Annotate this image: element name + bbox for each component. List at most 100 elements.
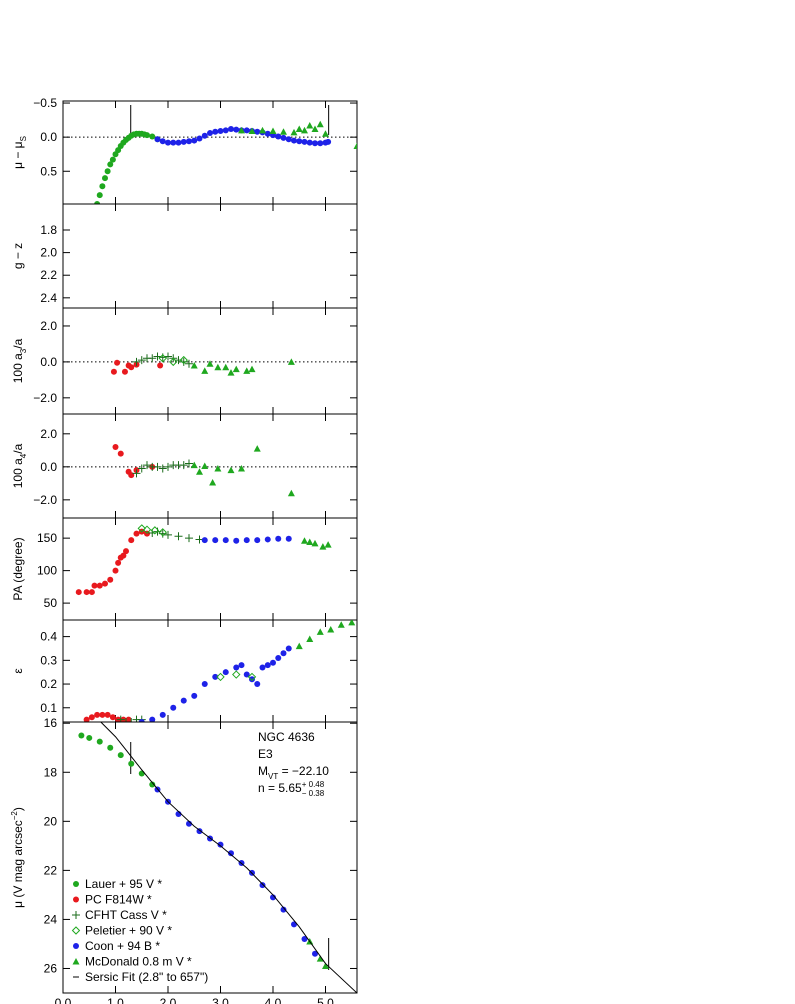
point — [275, 535, 282, 542]
point — [110, 368, 117, 375]
point — [319, 543, 327, 550]
point — [232, 365, 240, 373]
point — [125, 716, 132, 722]
point — [206, 360, 214, 367]
y-tick-label: 0.4 — [40, 630, 57, 644]
point — [207, 130, 213, 137]
point — [280, 650, 287, 657]
point — [243, 671, 250, 678]
point — [306, 139, 313, 146]
point — [254, 681, 261, 688]
point — [325, 138, 332, 145]
point — [83, 589, 90, 596]
point — [179, 461, 188, 470]
point — [287, 358, 295, 365]
point — [280, 128, 287, 135]
point — [150, 526, 160, 535]
point — [114, 359, 121, 366]
label-part: 3 — [19, 348, 28, 353]
point — [222, 127, 229, 134]
annotation: n = 5.65+ 0.48− 0.38 — [258, 780, 325, 798]
y-tick-label: 2.2 — [40, 268, 57, 282]
point — [201, 462, 209, 469]
point — [285, 136, 292, 143]
label-part: = −22.10 — [278, 764, 329, 778]
y-tick-label: 0.3 — [40, 653, 57, 667]
point — [165, 139, 171, 146]
plot-area — [83, 620, 356, 722]
point — [180, 138, 187, 145]
x-tick-label: 1.0 — [107, 996, 124, 1004]
label-part: S — [19, 136, 28, 141]
y-tick-label: 20 — [44, 814, 58, 828]
point — [185, 534, 193, 543]
point — [196, 468, 203, 475]
panel-frame — [62, 100, 358, 205]
point — [301, 138, 308, 145]
point — [196, 135, 203, 142]
x-tick-label: 4.0 — [265, 996, 282, 1004]
point — [128, 364, 135, 371]
legend-swatch — [73, 943, 79, 949]
legend-label: CFHT Cass V * — [85, 908, 167, 922]
point — [233, 664, 240, 671]
y-tick-label: 0.5 — [40, 164, 57, 178]
y-tick-label: 2.0 — [40, 319, 57, 333]
point — [209, 479, 217, 486]
point — [287, 489, 295, 497]
point — [233, 126, 240, 133]
point — [275, 654, 282, 661]
point — [238, 464, 245, 472]
plot-area — [63, 444, 357, 497]
point — [94, 711, 101, 718]
legend-label: McDonald 0.8 m V * — [85, 955, 192, 969]
point — [316, 628, 324, 635]
y-tick-label: −2.0 — [33, 391, 57, 405]
point — [121, 368, 128, 375]
point — [164, 352, 172, 361]
label-part: 100 a — [11, 458, 25, 488]
point — [214, 363, 222, 371]
point — [123, 548, 129, 555]
point — [296, 138, 303, 145]
point — [148, 354, 157, 363]
point — [264, 130, 271, 137]
point — [180, 697, 187, 704]
y-axis-label: g − z — [11, 243, 25, 269]
point — [157, 362, 164, 369]
point — [227, 466, 235, 474]
point — [214, 464, 222, 472]
panel-frame — [62, 203, 358, 309]
x-tick-label: 3.0 — [212, 996, 229, 1004]
point — [232, 670, 241, 679]
point — [312, 950, 318, 957]
y-tick-label: 50 — [44, 596, 58, 610]
legend-label: Sersic Fit (2.8" to 657") — [85, 970, 208, 984]
panel-frame — [62, 721, 358, 994]
point — [228, 850, 234, 857]
label-part: n = 5.65 — [258, 781, 302, 795]
point — [216, 672, 225, 682]
point — [117, 450, 124, 457]
point — [185, 459, 193, 468]
point — [107, 744, 114, 751]
point — [96, 582, 103, 589]
y-tick-label: 1.8 — [40, 223, 57, 237]
y-tick-label: 0.0 — [40, 355, 57, 369]
y-tick-label: 0.0 — [40, 460, 57, 474]
point — [301, 537, 308, 544]
x-tick-label: 0.0 — [55, 996, 72, 1004]
label-part: E3 — [258, 747, 273, 761]
point — [179, 355, 188, 365]
point — [138, 719, 145, 722]
point — [264, 662, 271, 669]
point — [222, 363, 230, 371]
label-part: ) — [11, 807, 25, 811]
plot-area — [78, 722, 357, 993]
point — [353, 142, 357, 150]
y-axis-label: μ − μS — [11, 136, 28, 169]
label-part: M — [258, 764, 268, 778]
y-tick-label: 16 — [44, 716, 58, 730]
point — [248, 365, 256, 373]
y-tick-label: 0.1 — [40, 701, 57, 715]
